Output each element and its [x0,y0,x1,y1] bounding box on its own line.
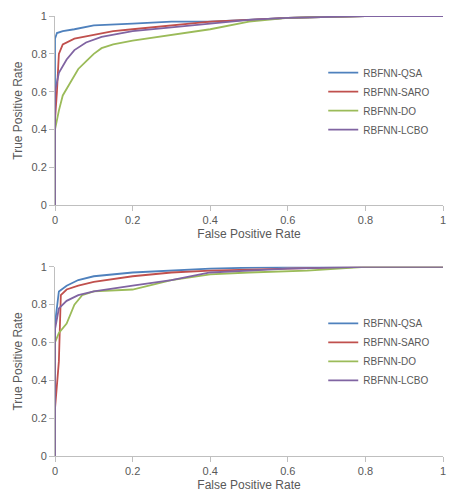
svg-text:RBFNN-QSA: RBFNN-QSA [363,318,422,329]
svg-text:True Positive Rate: True Positive Rate [11,61,25,160]
svg-text:RBFNN-DO: RBFNN-DO [363,106,416,117]
svg-text:False Positive Rate: False Positive Rate [197,227,301,241]
svg-text:0.8: 0.8 [358,214,373,226]
svg-text:0: 0 [52,214,58,226]
svg-text:RBFNN-QSA: RBFNN-QSA [363,68,422,79]
svg-text:RBFNN-DO: RBFNN-DO [363,356,416,367]
svg-text:RBFNN-SARO: RBFNN-SARO [363,87,429,98]
svg-text:RBFNN-LCBO: RBFNN-LCBO [363,125,428,136]
svg-text:0.6: 0.6 [32,336,47,348]
svg-text:RBFNN-SARO: RBFNN-SARO [363,337,429,348]
svg-text:0.4: 0.4 [32,374,47,386]
svg-text:0.8: 0.8 [358,465,373,477]
svg-text:1: 1 [440,465,446,477]
svg-text:0.4: 0.4 [32,123,47,135]
svg-text:False Positive Rate: False Positive Rate [197,478,301,492]
svg-text:0: 0 [41,199,47,211]
svg-text:0.8: 0.8 [32,298,47,310]
svg-text:0.8: 0.8 [32,48,47,60]
svg-text:0.4: 0.4 [203,214,218,226]
svg-text:1: 1 [440,214,446,226]
svg-text:1: 1 [41,261,47,273]
svg-text:0.2: 0.2 [32,161,47,173]
svg-text:0.2: 0.2 [32,412,47,424]
svg-text:0.4: 0.4 [203,465,218,477]
svg-text:0.2: 0.2 [125,214,140,226]
svg-text:True Positive Rate: True Positive Rate [11,312,25,411]
svg-text:0.2: 0.2 [125,465,140,477]
svg-text:RBFNN-LCBO: RBFNN-LCBO [363,375,428,386]
svg-text:0.6: 0.6 [32,86,47,98]
svg-text:0: 0 [52,465,58,477]
svg-text:0.6: 0.6 [280,214,295,226]
svg-text:1: 1 [41,10,47,22]
svg-text:0.6: 0.6 [280,465,295,477]
svg-text:0: 0 [41,450,47,462]
